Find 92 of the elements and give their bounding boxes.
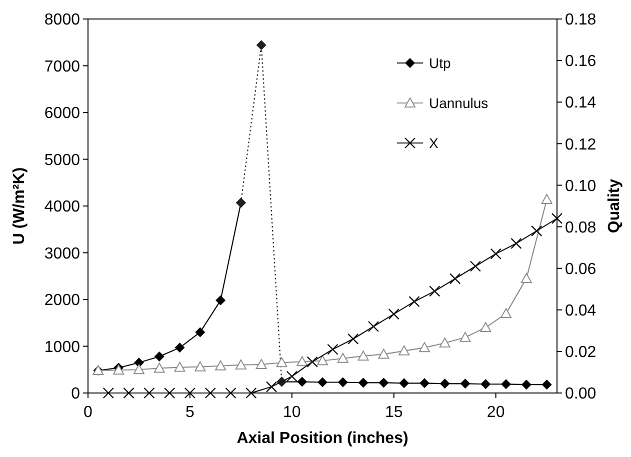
point (347, 333, 359, 345)
y-tick-label: 6000 (44, 105, 80, 122)
x-tick-label: 20 (486, 404, 505, 421)
point (470, 260, 482, 272)
point (480, 322, 492, 332)
point (164, 387, 176, 399)
y2-tick-label: 0.04 (565, 302, 596, 320)
point (542, 380, 552, 390)
point (551, 212, 563, 224)
point (398, 345, 410, 356)
point (521, 380, 532, 390)
point (144, 387, 155, 399)
point (154, 352, 164, 362)
point (327, 344, 338, 355)
point (378, 378, 389, 388)
point (378, 348, 390, 359)
y2-tick-label: 0.06 (565, 260, 596, 278)
point (358, 350, 369, 361)
point (184, 387, 196, 399)
point (256, 358, 267, 369)
x-tick-label: 15 (384, 404, 403, 421)
y-tick-label: 3000 (44, 245, 80, 262)
point (399, 378, 410, 388)
y-tick-label: 7000 (44, 58, 80, 76)
point (174, 342, 185, 353)
point (266, 381, 278, 392)
y2-axis-title: Quality (606, 178, 623, 234)
point (296, 356, 308, 366)
point (317, 355, 328, 366)
y2-tick-label: 0.14 (565, 94, 596, 112)
point (338, 377, 348, 388)
point (520, 272, 532, 283)
point (123, 387, 134, 399)
point (133, 364, 144, 374)
point (480, 379, 491, 390)
point (439, 337, 450, 348)
point (102, 387, 114, 399)
point (318, 377, 328, 388)
y2-tick-label: 0.18 (565, 12, 596, 29)
point (235, 359, 246, 370)
point (531, 225, 542, 237)
y2-tick-label: 0.12 (565, 136, 596, 154)
point (500, 308, 512, 318)
y2-tick-label: 0.16 (565, 53, 596, 70)
point (204, 387, 216, 399)
point (246, 387, 257, 399)
legend-label: Utp (429, 54, 451, 71)
point (419, 378, 430, 388)
point (449, 273, 461, 284)
point (154, 362, 165, 373)
point (174, 362, 186, 372)
point (358, 378, 368, 388)
x-tick-label: 5 (186, 404, 195, 421)
y-axis-title: U (W/m²K) (11, 167, 28, 245)
y2-tick-label: 0.00 (565, 386, 596, 403)
point (337, 352, 348, 363)
point (195, 327, 206, 338)
point (388, 308, 400, 320)
point (215, 360, 226, 370)
point (368, 320, 380, 332)
y2-tick-label: 0.02 (565, 344, 596, 362)
y-tick-label: 0 (71, 386, 80, 403)
point (194, 361, 206, 372)
point (460, 378, 470, 389)
point (225, 387, 236, 399)
point (408, 296, 420, 308)
point (460, 332, 471, 342)
point (418, 342, 430, 352)
point (501, 379, 512, 390)
point (429, 286, 440, 297)
x-tick-label: 0 (84, 404, 93, 421)
legend-label: Uannulus (429, 94, 488, 111)
y2-tick-label: 0.10 (565, 178, 596, 195)
point (297, 376, 308, 387)
y-tick-label: 8000 (44, 12, 80, 29)
legend-label: X (429, 134, 439, 151)
point (490, 248, 502, 260)
point (216, 295, 226, 306)
point (256, 40, 266, 50)
y2-tick-label: 0.08 (565, 219, 596, 236)
y-tick-label: 4000 (44, 198, 80, 216)
point (286, 370, 298, 382)
x-axis-title: Axial Position (inches) (236, 430, 408, 447)
y-tick-label: 2000 (44, 292, 80, 310)
y-tick-label: 5000 (44, 152, 80, 169)
y-tick-label: 1000 (44, 338, 80, 356)
point (541, 194, 552, 204)
x-tick-label: 10 (283, 404, 301, 421)
point (306, 356, 318, 368)
point (510, 238, 522, 249)
point (276, 357, 288, 368)
point (440, 378, 450, 389)
